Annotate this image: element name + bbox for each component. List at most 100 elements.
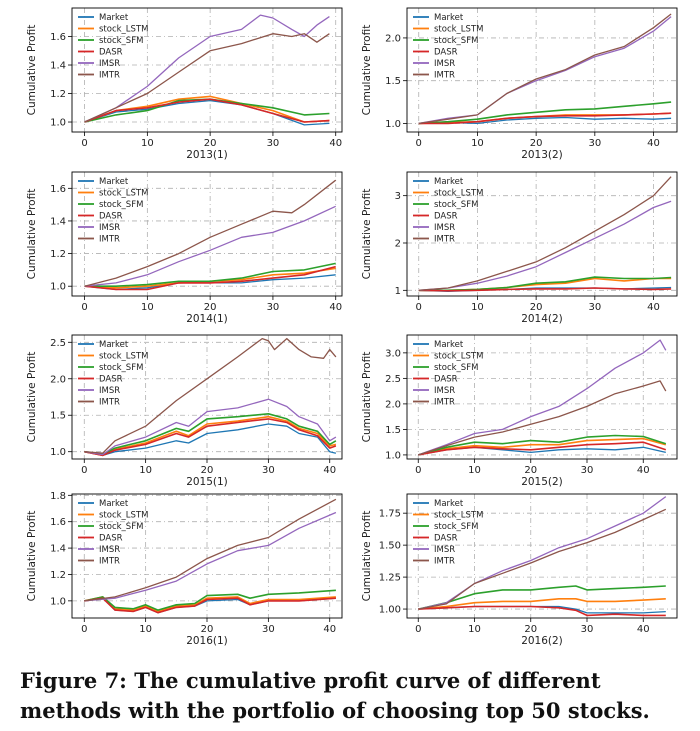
series-line-imtr <box>418 380 667 456</box>
y-axis-label: Cumulative Profit <box>361 511 373 602</box>
series-line-dasr <box>418 441 667 456</box>
legend-label-stock-lstm: stock_LSTM <box>99 25 148 35</box>
legend-label-stock-lstm: stock_LSTM <box>99 189 148 199</box>
x-tick-label: 20 <box>530 138 543 149</box>
y-tick-label: 1.2 <box>50 570 66 581</box>
y-tick-label: 1.2 <box>50 89 66 100</box>
x-tick-label: 30 <box>262 465 275 476</box>
x-tick-label: 40 <box>637 624 650 635</box>
x-tick-label: 30 <box>588 138 601 149</box>
y-tick-label: 2.0 <box>385 399 401 410</box>
y-axis-label: Cumulative Profit <box>26 511 38 602</box>
plot-frame <box>406 334 678 460</box>
x-tick-label: 10 <box>468 624 481 635</box>
x-tick-label: 40 <box>323 624 336 635</box>
legend-label-dasr: DASR <box>99 534 123 544</box>
legend-label-market: Market <box>99 177 129 187</box>
x-tick-label: 40 <box>323 465 336 476</box>
chart-panel-2015-1: 0 10 20 30 40 1.0 1.5 2.0 2.5 2015(1) Cumulative P… <box>26 334 343 488</box>
series-line-stock-lstm <box>418 597 666 610</box>
y-tick-label: 1.5 <box>385 76 401 87</box>
legend-label-dasr: DASR <box>434 375 458 385</box>
legend-label-dasr: DASR <box>434 48 458 58</box>
x-tick-label: 0 <box>81 465 87 476</box>
series-line-stock-sfm <box>418 101 672 125</box>
y-tick-label: 2.5 <box>385 374 401 385</box>
series-line-stock-lstm <box>84 596 336 613</box>
legend-label-imtr: IMTR <box>434 398 455 408</box>
chart-panel-2015-2: 0 10 20 30 40 1.0 1.5 2.0 2.5 3.0 2015(2) Cumulativ… <box>361 334 678 488</box>
legend-label-imsr: IMSR <box>99 223 120 233</box>
legend-label-imtr: IMTR <box>99 235 120 245</box>
legend-label-stock-sfm: stock_SFM <box>99 522 143 532</box>
legend-label-imsr: IMSR <box>434 59 455 69</box>
y-tick-label: 1.5 <box>385 425 401 436</box>
x-tick-label: 10 <box>139 465 152 476</box>
legend-label-stock-lstm: stock_LSTM <box>434 25 483 35</box>
series-line-imsr <box>84 511 337 602</box>
series-line-dasr <box>418 287 672 292</box>
legend-label-stock-sfm: stock_SFM <box>99 200 143 210</box>
plot-frame <box>71 171 343 297</box>
legend-label-stock-lstm: stock_LSTM <box>434 511 483 521</box>
series-line-dasr <box>84 98 330 123</box>
y-tick-label: 2.5 <box>50 338 66 349</box>
series-line-stock-sfm <box>84 589 336 611</box>
x-tick-label: 20 <box>204 138 217 149</box>
series-line-imsr <box>418 200 672 291</box>
series-line-stock-sfm <box>84 262 336 288</box>
x-tick-label: 10 <box>468 465 481 476</box>
series-line-market <box>84 423 337 457</box>
plot-frame <box>406 171 678 297</box>
series-line-dasr <box>84 418 337 457</box>
series-line-market <box>84 99 330 126</box>
legend-label-imtr: IMTR <box>434 557 455 567</box>
legend-label-market: Market <box>434 499 464 509</box>
x-tick-label: 0 <box>81 138 87 149</box>
series-line-imtr <box>418 508 667 610</box>
y-axis-label: Cumulative Profit <box>361 25 373 116</box>
legend-label-imtr: IMTR <box>99 71 120 81</box>
y-axis-label: Cumulative Profit <box>361 352 373 443</box>
legend-label-stock-sfm: stock_SFM <box>99 36 143 46</box>
y-tick-label: 1.0 <box>50 447 66 458</box>
x-tick-label: 0 <box>416 138 422 149</box>
legend-label-stock-lstm: stock_LSTM <box>99 511 148 521</box>
legend-label-stock-sfm: stock_SFM <box>434 363 478 373</box>
legend-label-market: Market <box>434 177 464 187</box>
x-tick-label: 0 <box>416 302 422 313</box>
legend-label-imtr: IMTR <box>99 398 120 408</box>
x-axis-label: 2015(2) <box>521 476 563 488</box>
y-tick-label: 1.6 <box>50 184 66 195</box>
series-line-dasr <box>84 597 336 614</box>
y-tick-label: 1.75 <box>379 509 401 520</box>
legend-label-market: Market <box>99 13 129 23</box>
x-tick-label: 20 <box>524 624 537 635</box>
y-tick-label: 1.0 <box>50 596 66 607</box>
series-line-stock-lstm <box>84 415 337 457</box>
legend-label-market: Market <box>434 340 464 350</box>
legend-label-stock-lstm: stock_LSTM <box>99 352 148 362</box>
y-tick-label: 3.0 <box>385 348 401 359</box>
legend-label-stock-lstm: stock_LSTM <box>434 189 483 199</box>
x-axis-label: 2016(2) <box>521 635 563 647</box>
plot-frame <box>406 493 678 619</box>
series-line-stock-sfm <box>418 585 666 610</box>
x-tick-label: 0 <box>81 302 87 313</box>
chart-panel-2014-1: 0 10 20 30 40 1.0 1.2 1.4 1.6 2014(1) Cumulative P… <box>26 171 343 325</box>
x-tick-label: 10 <box>471 302 484 313</box>
legend-label-market: Market <box>434 13 464 23</box>
y-tick-label: 1.4 <box>50 61 66 72</box>
series-line-imsr <box>84 398 337 456</box>
series-line-imtr <box>84 33 330 123</box>
series-line-stock-sfm <box>84 412 337 456</box>
x-tick-label: 40 <box>647 138 660 149</box>
chart-panel-2013-2: 0 10 20 30 40 1.0 1.5 2.0 2013(2) Cumulative Prof… <box>361 7 678 161</box>
y-tick-label: 1.6 <box>50 517 66 528</box>
chart-panel-2013-1: 0 10 20 30 40 1.0 1.2 1.4 1.6 2013(1) Cumulative P… <box>26 7 343 161</box>
series-line-stock-sfm <box>418 434 667 456</box>
